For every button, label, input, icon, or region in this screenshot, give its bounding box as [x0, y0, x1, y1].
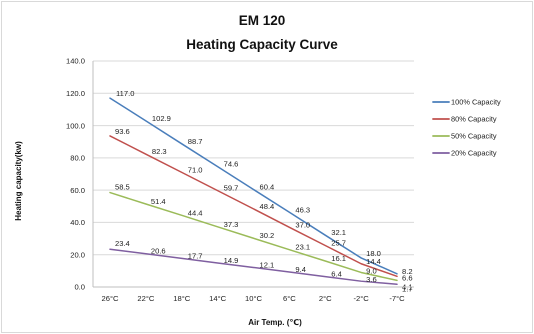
x-tick-label: -2°C — [353, 294, 369, 303]
legend-item-label: 20% Capacity — [451, 149, 497, 158]
data-label: 23.4 — [115, 239, 130, 248]
data-label: 32.1 — [331, 228, 346, 237]
y-tick-label: 100.0 — [66, 121, 85, 130]
data-label: 12.1 — [260, 260, 275, 269]
x-tick-label: 26°C — [102, 294, 119, 303]
data-label: 1.7 — [402, 284, 413, 293]
data-label: 9.4 — [295, 265, 306, 274]
data-label: 74.6 — [224, 160, 239, 169]
x-tick-label: 2°C — [319, 294, 332, 303]
data-label: 44.4 — [188, 208, 203, 217]
data-label: 8.2 — [402, 267, 413, 276]
titles-layer: EM 120 Heating Capacity Curve Air Temp. (℃… — [14, 13, 338, 327]
y-axis-title: Heating capacity(kw) — [14, 141, 23, 221]
axis-layer: 0.0 20.0 40.0 60.0 80.0 100.0 120.0 140.0 26°C 22… — [66, 57, 414, 303]
data-label: 37.0 — [295, 220, 310, 229]
data-label: 9.0 — [366, 266, 377, 275]
data-label: 37.3 — [224, 220, 239, 229]
y-tick-label: 80.0 — [70, 154, 85, 163]
data-label: 93.6 — [115, 127, 130, 136]
data-label: 18.0 — [366, 249, 381, 258]
x-tick-label: 6°C — [283, 294, 296, 303]
data-label: 30.2 — [260, 231, 275, 240]
data-label: 59.7 — [224, 184, 239, 193]
y-tick-label: 20.0 — [70, 250, 85, 259]
x-tick-label: 14°C — [209, 294, 226, 303]
data-label: 16.1 — [331, 254, 346, 263]
x-tick-label: 10°C — [245, 294, 262, 303]
y-tick-label: 120.0 — [66, 89, 85, 98]
data-label: 14.9 — [224, 256, 239, 265]
data-label: 48.4 — [260, 202, 275, 211]
data-label: 14.4 — [366, 257, 381, 266]
data-label: 82.3 — [152, 147, 167, 156]
data-label: 46.3 — [295, 205, 310, 214]
x-tick-label: 22°C — [137, 294, 154, 303]
y-tick-label: 140.0 — [66, 57, 85, 66]
legend-layer: 100% Capacity 80% Capacity 50% Capacity 20%… — [432, 98, 501, 158]
series-line-4 — [109, 248, 398, 286]
series-layer — [109, 97, 398, 286]
data-label: 58.5 — [115, 183, 130, 192]
x-axis-title: Air Temp. (℃) — [248, 318, 302, 327]
data-label: 71.0 — [188, 165, 203, 174]
y-tick-label: 40.0 — [70, 218, 85, 227]
data-label: 88.7 — [188, 137, 203, 146]
x-tick-label: -7°C — [389, 294, 405, 303]
series-line-2 — [109, 135, 398, 278]
series-line-1 — [109, 97, 398, 275]
data-label: 25.7 — [331, 239, 346, 248]
series-line-3 — [109, 191, 398, 282]
data-label: 23.1 — [295, 243, 310, 252]
chart-title-line-1: EM 120 — [239, 13, 286, 28]
data-label: 117.0 — [116, 89, 134, 98]
data-label: 3.6 — [366, 275, 377, 284]
y-tick-label: 0.0 — [74, 283, 85, 292]
data-label: 51.4 — [151, 197, 166, 206]
data-label: 6.4 — [331, 270, 342, 279]
legend-item-label: 100% Capacity — [451, 98, 501, 107]
data-label: 60.4 — [260, 182, 275, 191]
data-label: 17.7 — [188, 251, 203, 260]
legend-item-label: 80% Capacity — [451, 115, 497, 124]
x-tick-label: 18°C — [173, 294, 190, 303]
y-tick-label: 60.0 — [70, 186, 85, 195]
data-labels-layer: 117.0 102.9 88.7 74.6 60.4 46.3 32.1 18.0 8.2 93.… — [115, 89, 413, 293]
legend-item-label: 50% Capacity — [451, 132, 497, 141]
chart-title-line-2: Heating Capacity Curve — [186, 37, 338, 52]
data-label: 102.9 — [152, 114, 171, 123]
data-label: 20.6 — [151, 247, 166, 256]
data-label: 6.6 — [402, 273, 413, 282]
